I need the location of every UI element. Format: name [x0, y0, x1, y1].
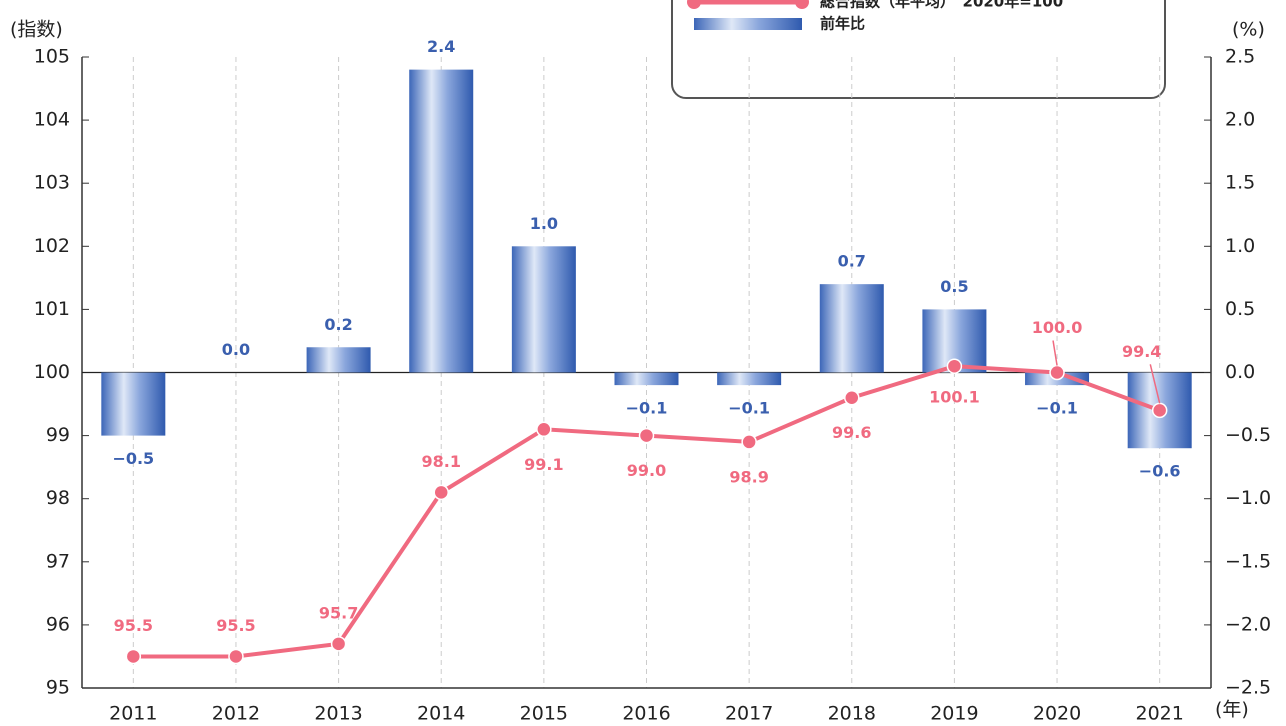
- bar: [717, 372, 782, 386]
- x-tick-label: 2015: [520, 703, 568, 725]
- line-marker: [536, 421, 552, 438]
- line-value-label: 95.7: [319, 603, 358, 622]
- bar-value-label: −0.1: [626, 399, 668, 418]
- leader-line: [1149, 364, 1161, 404]
- y-tick-label: 104: [34, 109, 70, 131]
- bar: [101, 372, 166, 436]
- line-marker: [1049, 364, 1065, 381]
- y2-axis-label: (%): [1232, 19, 1265, 41]
- bar-value-label: 1.0: [530, 214, 558, 233]
- y-tick-label: 101: [34, 298, 70, 320]
- line-value-label: 95.5: [114, 616, 153, 635]
- legend-label: 総合指数（年平均） 2020年=100: [820, 0, 1063, 11]
- y-tick-label: 100: [34, 361, 70, 383]
- line-marker: [433, 484, 449, 501]
- line-value-label: 100.0: [1032, 318, 1083, 337]
- x-tick-label: 2012: [212, 703, 260, 725]
- legend-marker: [795, 0, 809, 9]
- bar-value-label: −0.6: [1139, 462, 1181, 481]
- x-tick-label: 2013: [314, 703, 362, 725]
- line-value-label: 98.1: [421, 452, 460, 471]
- y-tick-label: 103: [34, 172, 70, 194]
- y2-tick-label: 0.0: [1225, 361, 1255, 383]
- x-tick-label: 2017: [725, 703, 773, 725]
- y-tick-label: 97: [46, 550, 70, 572]
- y-axis-label: (指数): [10, 19, 63, 41]
- x-tick-label: 2011: [109, 703, 157, 725]
- x-tick-label: 2020: [1033, 703, 1081, 725]
- x-tick-label: 2019: [930, 703, 978, 725]
- x-tick-label: 2014: [417, 703, 465, 725]
- y-tick-label: 98: [46, 487, 70, 509]
- bar-value-label: 0.2: [324, 315, 352, 334]
- y-tick-label: 102: [34, 235, 70, 257]
- bar-value-label: 0.0: [222, 340, 250, 359]
- legend-box: [671, 0, 1166, 99]
- x-tick-label: 2021: [1136, 703, 1184, 725]
- line-value-label: 99.6: [832, 423, 871, 442]
- y2-tick-label: −1.5: [1225, 550, 1271, 572]
- line-marker: [330, 636, 347, 652]
- y2-tick-label: 1.0: [1225, 235, 1255, 257]
- leader-line: [1052, 340, 1058, 366]
- bar: [819, 284, 884, 373]
- y2-tick-label: 0.5: [1225, 298, 1255, 320]
- line-marker: [228, 648, 244, 665]
- y2-tick-label: 1.5: [1225, 172, 1255, 194]
- y-tick-label: 105: [34, 46, 70, 68]
- legend-label: 前年比: [820, 15, 865, 33]
- line-value-label: 99.4: [1122, 342, 1161, 361]
- line-value-label: 95.5: [216, 616, 255, 635]
- bar-value-label: 0.7: [838, 252, 866, 271]
- y-tick-label: 99: [46, 424, 70, 446]
- bar-value-label: −0.1: [1036, 399, 1078, 418]
- line-marker: [741, 434, 757, 450]
- bar: [409, 69, 474, 373]
- bar: [306, 347, 371, 373]
- legend-marker: [687, 0, 701, 9]
- line-marker: [946, 358, 963, 374]
- bar-value-label: 0.5: [940, 277, 968, 296]
- line-marker: [125, 648, 142, 665]
- x-axis-label: (年): [1215, 699, 1249, 721]
- line-value-label: 98.9: [729, 467, 768, 486]
- x-tick-label: 2016: [622, 703, 670, 725]
- y-tick-label: 96: [46, 613, 70, 635]
- y2-tick-label: 2.5: [1225, 46, 1255, 68]
- y-tick-label: 95: [46, 677, 70, 699]
- bar: [614, 372, 679, 386]
- y2-tick-label: −2.5: [1225, 677, 1271, 699]
- line-marker: [844, 389, 860, 406]
- bar-value-label: −0.1: [728, 399, 770, 418]
- y2-tick-label: −0.5: [1225, 424, 1271, 446]
- bar-value-label: 2.4: [427, 37, 455, 56]
- y2-tick-label: 2.0: [1225, 109, 1255, 131]
- line-value-label: 100.1: [929, 388, 980, 407]
- x-tick-label: 2018: [828, 703, 876, 725]
- line-marker: [638, 427, 655, 444]
- legend-bar: [694, 18, 802, 30]
- bar: [511, 246, 576, 373]
- y2-tick-label: −1.0: [1225, 487, 1271, 509]
- line-marker: [1151, 402, 1168, 419]
- line-value-label: 99.0: [627, 461, 666, 480]
- bar-value-label: −0.5: [112, 449, 154, 468]
- y2-tick-label: −2.0: [1225, 613, 1271, 635]
- line-value-label: 99.1: [524, 455, 563, 474]
